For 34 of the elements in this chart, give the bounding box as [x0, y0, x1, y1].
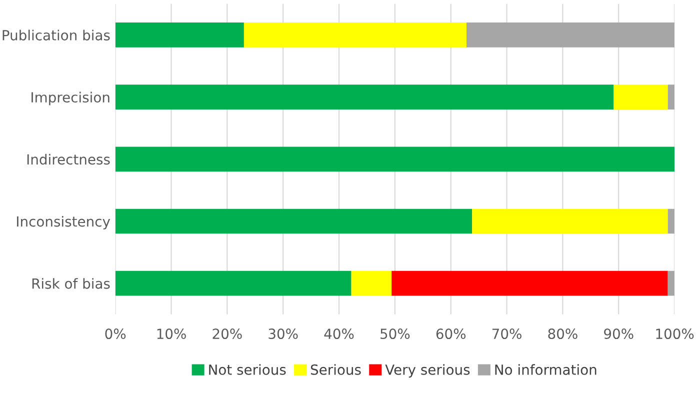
x-tick-label: 50% [380, 328, 410, 340]
bar [668, 270, 675, 296]
bar [115, 270, 352, 296]
legend-label: No information [495, 364, 596, 375]
y-tick-label: Indirectness [27, 154, 110, 165]
x-tick-label: 0% [105, 328, 126, 340]
bar [392, 270, 668, 296]
bar [115, 146, 675, 172]
x-tick-label: 30% [268, 328, 298, 340]
bar [466, 22, 675, 48]
bar [668, 208, 675, 234]
y-tick-label: Inconsistency [17, 216, 110, 230]
y-tick-label: Risk of bias [32, 278, 110, 289]
x-tick-label: 100% [656, 328, 694, 340]
bar [668, 84, 675, 110]
bar [115, 22, 244, 48]
legend-label: Not serious [209, 364, 286, 375]
bar [115, 208, 472, 234]
x-tick-label: 70% [492, 328, 522, 340]
legend-label: Serious [310, 364, 361, 375]
bar [614, 84, 668, 110]
x-tick-label: 90% [604, 328, 634, 340]
x-tick-label: 20% [212, 328, 242, 340]
legend-label: Very serious [385, 364, 470, 378]
y-tick-label: Publication bias [2, 30, 110, 40]
bar [351, 270, 392, 296]
x-tick-label: 40% [324, 328, 354, 340]
x-tick-label: 80% [548, 328, 578, 340]
bar [115, 84, 614, 110]
bar [244, 22, 467, 48]
x-tick-label: 10% [157, 328, 186, 340]
x-tick-label: 60% [436, 328, 466, 340]
bar [472, 208, 668, 234]
y-tick-label: Imprecision [32, 92, 110, 106]
